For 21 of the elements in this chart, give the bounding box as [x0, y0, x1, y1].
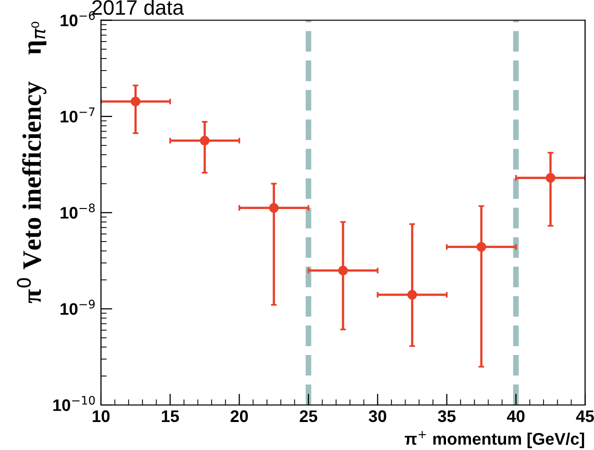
x-tick-label: 10 — [92, 410, 110, 422]
point — [338, 266, 348, 276]
point — [200, 136, 210, 146]
x-tick-label: 20 — [230, 410, 248, 422]
x-axis-title: π$^{+}$ momentum [GeV/c] — [404, 430, 584, 448]
x-tick-label: 40 — [506, 410, 525, 422]
x-tick-label: 45 — [576, 410, 594, 422]
y-tick-label: 10$^{−7}$ — [60, 107, 95, 123]
x-tick-label: 25 — [300, 410, 318, 422]
point — [476, 242, 486, 252]
x-tick-label: 35 — [438, 410, 456, 422]
x-tick-label: 30 — [368, 410, 386, 422]
point — [407, 290, 418, 300]
y-tick-label: 10$^{−8}$ — [60, 203, 95, 219]
y-tick-label: 10$^{−9}$ — [60, 300, 95, 315]
point — [269, 203, 279, 213]
point — [546, 172, 556, 183]
y-axis-title: π$^{0}$ Veto inefficiency η$_{π⁰}$ — [16, 22, 46, 304]
y-tick-label: 10$^{−10}$ — [53, 396, 95, 412]
x-tick-label: 15 — [162, 410, 179, 422]
point — [130, 96, 140, 106]
